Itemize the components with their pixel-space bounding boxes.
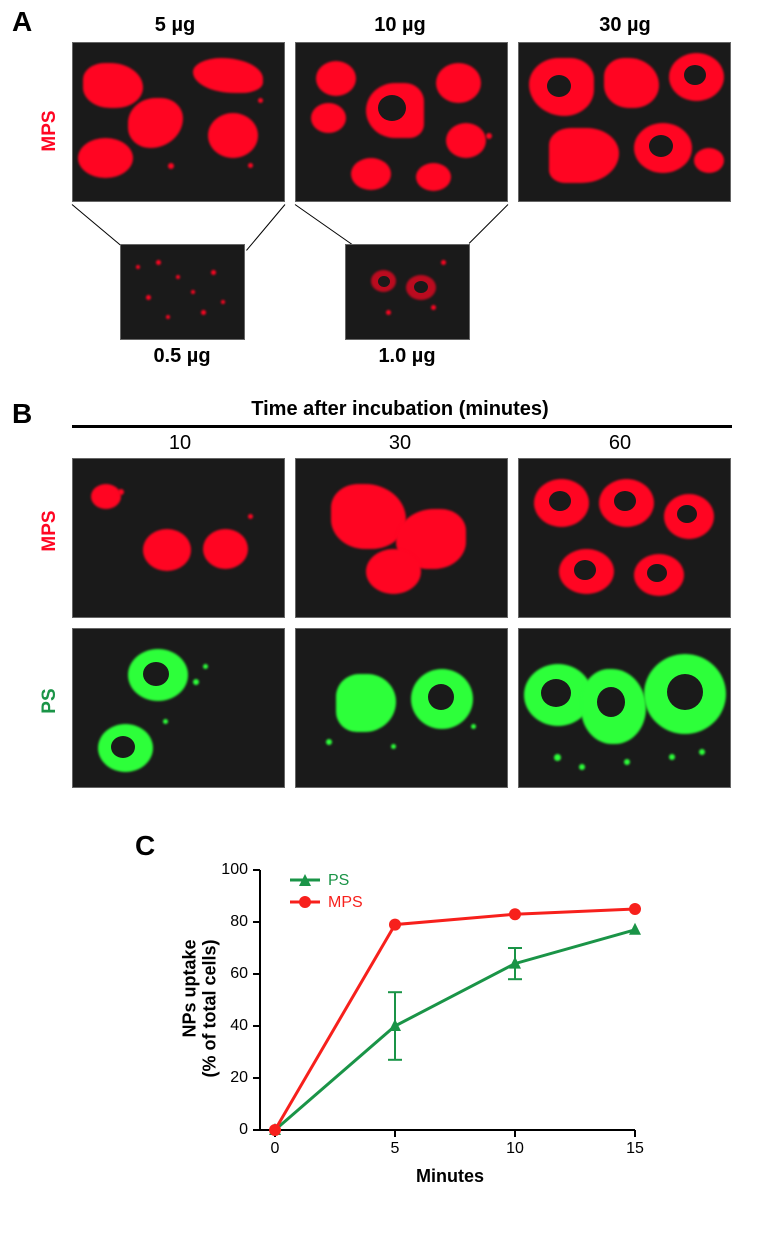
ytick-100: 100	[212, 861, 248, 879]
panel-c-chart: PS MPS 0 20 40 60 80 100 0 5 10 15 NPs u…	[180, 850, 660, 1210]
panel-b-side-2: PS	[39, 671, 61, 731]
ytick-0: 0	[220, 1121, 248, 1139]
panel-a-inset-2	[345, 244, 470, 340]
panel-a-img-2	[295, 42, 508, 202]
panel-c-letter: C	[135, 830, 155, 862]
zoom-line-2b	[469, 204, 509, 244]
panel-b-mps-10	[72, 458, 285, 618]
xtick-5: 5	[380, 1140, 410, 1158]
xaxis-title: Minutes	[380, 1166, 520, 1187]
panel-b-rule	[72, 425, 732, 428]
panel-a-inset-1	[120, 244, 245, 340]
panel-b-mps-60	[518, 458, 731, 618]
panel-b-tp-1: 10	[140, 432, 220, 455]
xtick-15: 15	[620, 1140, 650, 1158]
zoom-line-1b	[246, 204, 285, 251]
panel-b-ps-10	[72, 628, 285, 788]
panel-b-ps-30	[295, 628, 508, 788]
panel-a-inset-dose-2: 1.0 µg	[347, 345, 467, 368]
ytick-20: 20	[220, 1069, 248, 1087]
panel-a-dose-1: 5 µg	[115, 14, 235, 37]
legend-ps: PS	[328, 872, 349, 889]
ytick-80: 80	[220, 913, 248, 931]
ytick-60: 60	[220, 965, 248, 983]
chart-svg: PS MPS	[180, 850, 660, 1210]
panel-a-inset-dose-1: 0.5 µg	[122, 345, 242, 368]
panel-a-dose-2: 10 µg	[340, 14, 460, 37]
panel-b-tp-3: 60	[580, 432, 660, 455]
yaxis-title-2: (% of total cells)	[200, 929, 221, 1089]
chart-legend: PS MPS	[290, 872, 363, 911]
panel-a-img-3	[518, 42, 731, 202]
legend-mps: MPS	[328, 894, 363, 911]
xtick-10: 10	[500, 1140, 530, 1158]
panel-a-side-label: MPS	[39, 101, 61, 161]
zoom-line-2a	[295, 204, 357, 248]
xtick-0: 0	[260, 1140, 290, 1158]
panel-b-ps-60	[518, 628, 731, 788]
panel-a-letter: A	[12, 6, 32, 38]
ytick-40: 40	[220, 1017, 248, 1035]
yaxis-title-1: NPs uptake	[180, 909, 201, 1069]
panel-b-mps-30	[295, 458, 508, 618]
zoom-line-1a	[72, 204, 122, 247]
panel-a-img-1	[72, 42, 285, 202]
panel-b-title: Time after incubation (minutes)	[180, 398, 620, 421]
panel-b-side-1: MPS	[39, 501, 61, 561]
panel-b-letter: B	[12, 398, 32, 430]
panel-b-tp-2: 30	[360, 432, 440, 455]
panel-a-dose-3: 30 µg	[565, 14, 685, 37]
